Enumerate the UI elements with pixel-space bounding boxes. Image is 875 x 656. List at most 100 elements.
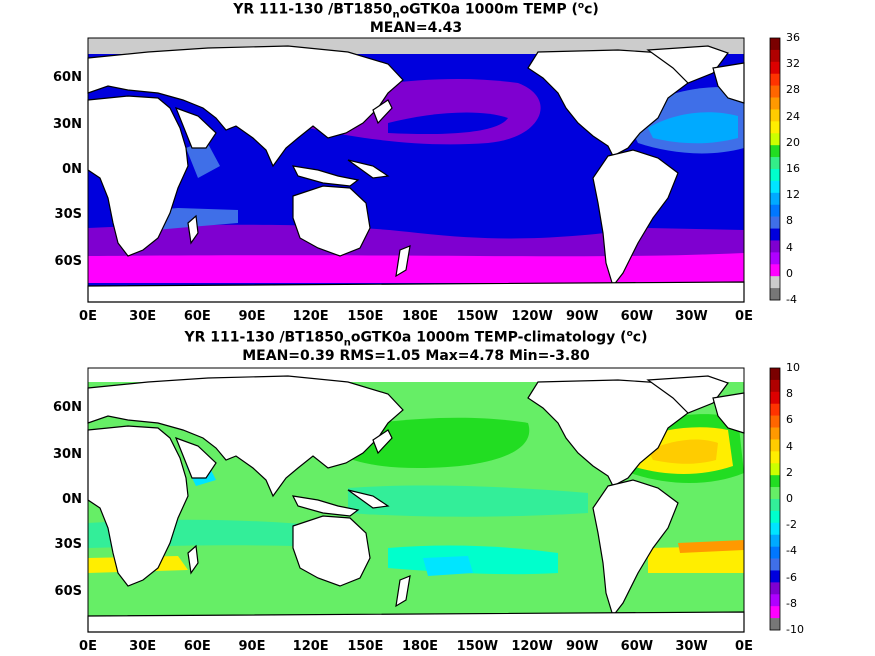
colorbar-swatch [770, 368, 780, 381]
colorbar-tick-label: 12 [786, 188, 800, 202]
colorbar-tick-label: 8 [786, 214, 793, 228]
panel2-natlantic-core [648, 439, 718, 464]
colorbar-tick-label: 16 [786, 162, 800, 175]
panel1-map [87, 37, 745, 303]
colorbar-swatch [770, 121, 780, 134]
panel2-subtitle: MEAN=0.39 RMS=1.05 Max=4.78 Min=-3.80 [242, 348, 590, 364]
colorbar-tick-label: 6 [786, 413, 793, 427]
colorbar-swatch [770, 192, 780, 206]
panel2-equatorial-band [348, 485, 588, 517]
colorbar-swatch [770, 85, 780, 98]
colorbar-swatch [770, 228, 780, 241]
x-tick-label: 0E [735, 639, 753, 654]
colorbar-tick-label: 32 [786, 57, 800, 71]
colorbar-swatch [770, 109, 780, 122]
colorbar-tick-label: 24 [786, 109, 800, 123]
colorbar-swatch [770, 97, 780, 110]
colorbar-swatch [770, 157, 780, 170]
y-tick-label: 30N [53, 447, 82, 463]
colorbar-tick-label: 8 [786, 387, 793, 401]
colorbar-swatch [770, 204, 780, 217]
colorbar-swatch [770, 510, 780, 524]
colorbar-swatch [770, 145, 780, 158]
panel1-frame [87, 37, 745, 303]
x-tick-label: 150W [456, 309, 499, 324]
panel2-satlantic-yellow [648, 546, 744, 573]
panel2-map [87, 367, 745, 633]
colorbar-swatch [770, 49, 780, 63]
x-tick-label: 90W [566, 639, 599, 654]
colorbar-tick-label: 36 [786, 31, 800, 44]
panel1-npacific-core [388, 112, 508, 135]
colorbar-swatch [770, 451, 780, 464]
x-tick-label: 120E [292, 309, 329, 324]
panel1-natlantic-core [648, 112, 738, 144]
panel2-frame [87, 367, 745, 633]
colorbar-swatch [770, 391, 780, 405]
x-tick-label: 0E [79, 639, 97, 654]
colorbar-tick-label: 28 [786, 83, 800, 97]
y-tick-label: 60N [53, 399, 82, 415]
y-tick-label: 0N [62, 492, 82, 507]
x-tick-label: 30W [675, 309, 708, 324]
x-tick-label: 90E [238, 309, 266, 324]
x-tick-label: 90E [238, 639, 266, 654]
colorbar-tick-label: 0 [786, 266, 793, 280]
x-tick-label: 180E [402, 639, 439, 654]
colorbar-swatch [770, 264, 780, 277]
colorbar-swatch [770, 288, 780, 301]
x-tick-label: 120W [511, 639, 553, 654]
colorbar-tick-label: 4 [786, 439, 793, 453]
colorbar-tick-label: -2 [786, 518, 797, 532]
y-tick-label: 0N [62, 162, 82, 177]
x-tick-label: 150W [456, 639, 499, 654]
panel2-cyan-patch [423, 556, 473, 576]
x-tick-label: 60E [183, 309, 211, 324]
y-tick-label: 60N [53, 69, 82, 85]
colorbar-swatch [770, 415, 780, 428]
colorbar-swatch [770, 61, 780, 75]
x-tick-label: 30E [129, 309, 157, 324]
x-tick-label: 90W [566, 309, 599, 324]
colorbar-swatch [770, 606, 780, 619]
panel2-colorbar [769, 367, 781, 631]
colorbar-swatch [770, 487, 780, 500]
colorbar-swatch [770, 180, 780, 194]
colorbar-tick-label: -8 [786, 596, 797, 610]
y-tick-label: 30S [54, 206, 82, 222]
panel2-title: YR 111-130 /BT1850noGTK0a 1000m TEMP-cli… [184, 329, 648, 349]
panel2-satlantic-orange [678, 540, 744, 553]
x-tick-label: 180E [402, 309, 439, 324]
colorbar-swatch [770, 463, 780, 476]
x-tick-label: 120E [292, 639, 329, 654]
colorbar-swatch [770, 216, 780, 229]
colorbar-swatch [770, 403, 780, 416]
colorbar-swatch [770, 379, 780, 393]
colorbar-tick-label: -4 [786, 293, 797, 306]
colorbar-swatch [770, 475, 780, 488]
colorbar-swatch [770, 73, 780, 86]
x-tick-label: 60W [620, 639, 654, 654]
x-tick-label: 0E [735, 309, 753, 324]
colorbar-tick-label: 2 [786, 465, 793, 479]
panel1-subtitle: MEAN=4.43 [369, 20, 463, 36]
x-tick-label: 60E [183, 639, 211, 654]
x-tick-label: 60W [620, 309, 654, 324]
colorbar-swatch [770, 276, 780, 289]
colorbar-swatch [770, 594, 780, 607]
x-tick-label: 120W [511, 309, 553, 324]
y-tick-label: 60S [54, 584, 82, 600]
y-tick-label: 30N [53, 117, 82, 133]
colorbar-swatch [770, 169, 780, 182]
colorbar-swatch [770, 570, 780, 583]
colorbar-swatch [770, 133, 780, 146]
colorbar-swatch [770, 427, 780, 440]
x-tick-label: 0E [79, 309, 97, 324]
y-tick-label: 30S [54, 536, 82, 552]
y-tick-label: 60S [54, 254, 82, 270]
panel1-southern-purple [88, 224, 744, 257]
colorbar-swatch [770, 534, 780, 547]
colorbar-swatch [770, 522, 780, 536]
x-tick-label: 30E [129, 639, 157, 654]
